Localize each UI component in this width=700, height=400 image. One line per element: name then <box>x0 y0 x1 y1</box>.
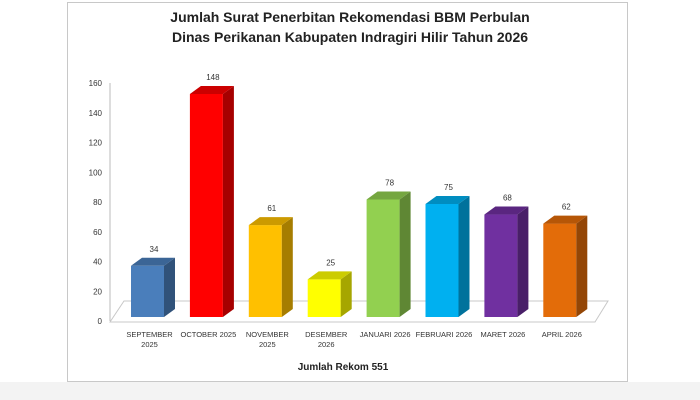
bar-side <box>399 191 411 317</box>
bar-top <box>307 271 352 280</box>
x-tick-label: DESEMBER <box>305 330 348 339</box>
x-tick-label: 2025 <box>141 340 158 349</box>
y-tick-label: 120 <box>89 139 103 148</box>
data-label: 34 <box>150 245 159 254</box>
x-tick-label: 2026 <box>318 340 335 349</box>
bar-side <box>340 271 352 317</box>
x-tick-label: JANUARI 2026 <box>360 330 411 339</box>
x-tick-label: APRIL 2026 <box>542 330 582 339</box>
y-tick-label: 160 <box>89 79 103 88</box>
bar-top <box>366 191 411 200</box>
background-strip <box>0 382 700 400</box>
bar-front <box>425 203 459 317</box>
x-tick-label: SEPTEMBER <box>126 330 173 339</box>
bar-front <box>131 265 164 317</box>
x-tick-label: FEBRUARI 2026 <box>416 330 473 339</box>
data-label: 68 <box>503 194 512 203</box>
bar-front <box>307 279 341 317</box>
chart-title-line1: Jumlah Surat Penerbitan Rekomendasi BBM … <box>170 9 529 25</box>
chart-floor <box>109 300 609 323</box>
y-tick-label: 140 <box>89 109 103 118</box>
bar-side <box>576 215 588 317</box>
bar-side <box>281 217 293 317</box>
bar-top <box>248 217 293 226</box>
y-tick-label: 0 <box>98 317 103 326</box>
bar-side <box>517 206 529 317</box>
y-tick-label: 80 <box>93 198 102 207</box>
bar-top <box>425 195 470 204</box>
bar-front <box>366 199 400 317</box>
bar-front <box>484 214 518 317</box>
bar-side <box>164 257 175 317</box>
bar-side <box>222 86 234 317</box>
bar-side <box>458 195 470 317</box>
bar-top <box>484 206 529 215</box>
data-label: 25 <box>326 258 335 267</box>
bar-front <box>248 225 282 317</box>
data-label: 61 <box>267 204 276 213</box>
bar-front <box>543 223 577 317</box>
bar-top <box>543 215 588 224</box>
data-label: 75 <box>444 183 453 192</box>
y-tick-label: 60 <box>93 228 102 237</box>
data-label: 148 <box>206 73 220 82</box>
data-label: 62 <box>562 203 571 212</box>
bar-front <box>189 94 223 317</box>
data-label: 78 <box>385 178 394 187</box>
x-axis-title: Jumlah Rekom 551 <box>298 362 389 373</box>
bar-top <box>131 257 175 266</box>
x-tick-label: NOVEMBER <box>246 330 290 339</box>
y-tick-label: 100 <box>89 168 103 177</box>
chart-title-line2: Dinas Perikanan Kabupaten Indragiri Hili… <box>172 29 528 45</box>
x-tick-label: 2025 <box>259 340 276 349</box>
bar-top <box>189 86 234 94</box>
x-tick-label: OCTOBER 2025 <box>181 330 237 339</box>
y-tick-label: 20 <box>93 287 102 296</box>
x-tick-label: MARET 2026 <box>480 330 525 339</box>
y-tick-label: 40 <box>93 258 102 267</box>
